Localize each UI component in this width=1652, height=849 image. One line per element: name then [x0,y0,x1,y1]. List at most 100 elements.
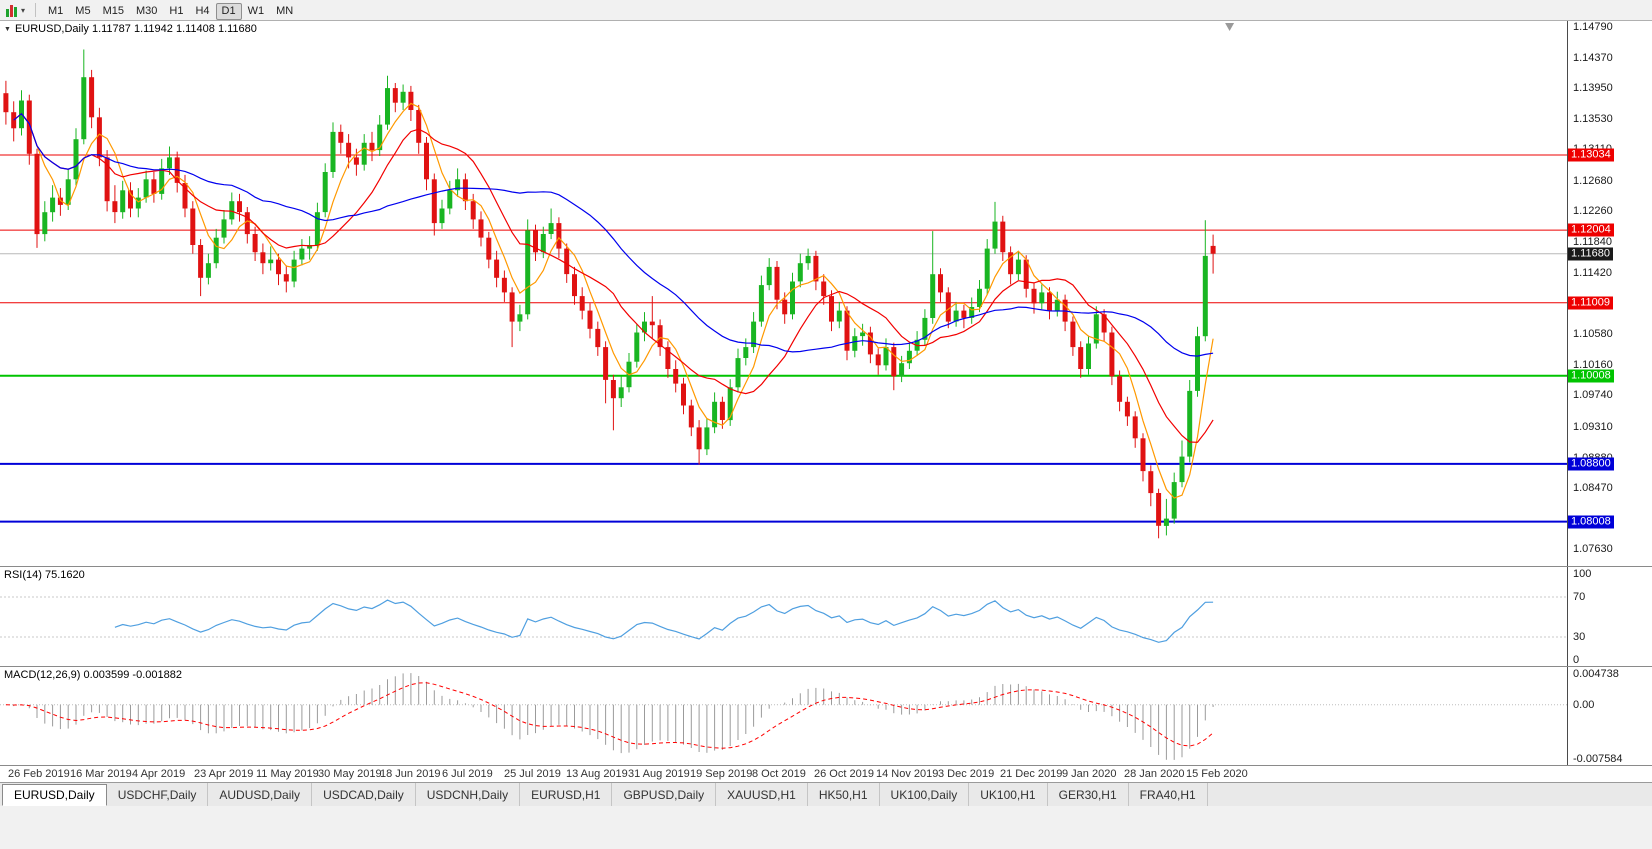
chart-menu-triangle-icon[interactable]: ▼ [4,25,11,33]
chart-tab-gbpusd-daily[interactable]: GBPUSD,Daily [612,783,717,806]
timeframe-button-m1[interactable]: M1 [48,4,64,17]
timeframe-button-m30[interactable]: M30 [135,4,158,17]
price-axis-tick: 1.13530 [1573,112,1613,125]
rsi-axis-tick: 30 [1573,631,1586,643]
chevron-down-icon[interactable]: ▾ [21,5,26,15]
rsi-label: RSI(14) 75.1620 [4,569,85,581]
chart-ohlc-label: ▼ EURUSD,Daily 1.11787 1.11942 1.11408 1… [4,23,257,35]
date-axis[interactable]: 26 Feb 2019 16 Mar 2019 4 Apr 2019 23 Apr 2… [0,765,1652,782]
date-axis-label: 15 Feb 2020 [1186,768,1248,780]
toolbar-separator [35,3,37,17]
chart-tab-fra40-h1[interactable]: FRA40,H1 [1129,783,1208,806]
timeframe-button-m15[interactable]: M15 [102,4,124,17]
rsi-axis-tick: 70 [1573,591,1586,603]
date-axis-label: 28 Jan 2020 [1124,768,1185,780]
price-axis-tick: 1.14370 [1573,51,1613,64]
line-price-label: 1.12004 [1568,223,1614,237]
date-axis-label: 26 Feb 2019 [8,768,70,780]
chart-tab-uk100-h1[interactable]: UK100,H1 [969,783,1048,806]
macd-label: MACD(12,26,9) 0.003599 -0.001882 [4,669,182,681]
chart-tab-audusd-daily[interactable]: AUDUSD,Daily [208,783,313,806]
chart-tab-eurusd-h1[interactable]: EURUSD,H1 [520,783,613,806]
date-axis-label: 23 Apr 2019 [194,768,254,780]
macd-histogram [13,673,1214,760]
price-axis-tick: 1.10160 [1573,358,1613,371]
date-axis-label: 13 Aug 2019 [566,768,628,780]
chart-tab-xauusd-h1[interactable]: XAUUSD,H1 [716,783,808,806]
price-axis-tick: 1.09310 [1573,420,1613,433]
price-axis-tick: 1.09740 [1573,389,1613,402]
date-axis-label: 21 Dec 2019 [1000,768,1063,780]
date-axis-label: 8 Oct 2019 [752,768,806,780]
candles [3,49,1216,539]
date-axis-label: 26 Oct 2019 [814,768,874,780]
macd-axis[interactable]: 0.004738 0.00 -0.007584 [1567,667,1652,765]
line-price-label: 1.08008 [1568,515,1614,529]
chart-tab-eurusd-daily[interactable]: EURUSD,Daily [2,784,107,806]
horizontal-lines [0,154,1567,523]
chart-tab-usdcad-daily[interactable]: USDCAD,Daily [312,783,416,806]
macd-label-text: MACD(12,26,9) 0.003599 -0.001882 [4,669,182,681]
moving-average-lines [13,102,1214,499]
date-axis-label: 9 Jan 2020 [1062,768,1117,780]
date-axis-label: 14 Nov 2019 [876,768,939,780]
date-axis-label: 18 Jun 2019 [380,768,441,780]
price-axis-tick: 1.12260 [1573,205,1613,218]
date-axis-label: 3 Dec 2019 [938,768,995,780]
rsi-line [114,599,1214,643]
chart-tab-hk50-h1[interactable]: HK50,H1 [808,783,880,806]
timeframe-button-d1[interactable]: D1 [215,2,242,20]
macd-chart[interactable] [0,667,1567,765]
date-axis-label: 31 Aug 2019 [628,768,690,780]
date-axis-label: 6 Jul 2019 [442,768,493,780]
price-chart[interactable] [0,21,1567,566]
main-chart-panel: ▼ EURUSD,Daily 1.11787 1.11942 1.11408 1… [0,21,1652,566]
current-price-label: 1.11680 [1568,247,1613,261]
timeframe-button-h1[interactable]: H1 [169,4,184,17]
price-axis-tick: 1.10580 [1573,328,1613,340]
chart-tab-uk100-daily[interactable]: UK100,Daily [880,783,970,806]
price-axis-tick: 1.11420 [1573,266,1612,279]
chart-tabbar: EURUSD,Daily USDCHF,Daily AUDUSD,Daily USDC… [0,782,1652,806]
price-axis-tick: 1.07630 [1573,543,1613,556]
rsi-chart[interactable] [0,567,1567,666]
timeframe-button-w1[interactable]: W1 [247,4,265,17]
line-price-label: 1.08800 [1568,457,1614,471]
macd-axis-tick: 0.004738 [1573,668,1619,680]
chart-tab-ger30-h1[interactable]: GER30,H1 [1048,783,1129,806]
macd-axis-tick: 0.00 [1573,698,1595,711]
date-axis-label: 19 Sep 2019 [690,768,753,780]
date-axis-label: 30 May 2019 [318,768,382,780]
timeframe-button-h4[interactable]: H4 [195,4,210,17]
chart-tab-usdcnh-daily[interactable]: USDCNH,Daily [416,783,521,806]
candlestick-chart-icon[interactable] [6,4,17,17]
chart-tab-usdchf-daily[interactable]: USDCHF,Daily [107,783,209,806]
price-axis-tick: 1.12680 [1573,174,1613,187]
price-axis-tick: 1.14790 [1573,21,1613,33]
timeframe-button-mn[interactable]: MN [276,4,294,17]
price-axis-tick: 1.11840 [1573,236,1612,249]
price-axis-tick: 1.13950 [1573,82,1613,95]
price-axis[interactable]: 1.147901.143701.139501.135301.131101.126… [1567,21,1652,566]
date-axis-label: 4 Apr 2019 [132,768,186,780]
status-strip [0,806,1652,849]
line-price-label: 1.13034 [1568,148,1614,162]
rsi-axis[interactable]: 100 70 30 0 [1567,567,1652,666]
macd-axis-tick: -0.007584 [1573,753,1623,765]
price-axis-tick: 1.08470 [1573,481,1613,494]
date-axis-label: 16 Mar 2019 [70,768,132,780]
top-toolbar: ▾ M1 M5 M15 M30 H1 H4 D1 W1 MN [0,0,1652,21]
rsi-panel: RSI(14) 75.1620 100 70 30 0 [0,566,1652,666]
ohlc-text: EURUSD,Daily 1.11787 1.11942 1.11408 1.1… [14,23,257,35]
date-axis-label: 11 May 2019 [256,768,319,780]
rsi-axis-tick: 0 [1573,654,1580,666]
timeframe-buttons: M1 M5 M15 M30 H1 H4 D1 W1 MN [42,1,299,20]
timeframe-button-m5[interactable]: M5 [75,4,91,17]
line-price-label: 1.10008 [1568,369,1614,383]
macd-signal-line [5,682,1214,749]
rsi-axis-tick: 100 [1573,568,1592,580]
date-axis-label: 25 Jul 2019 [504,768,561,780]
price-shift-marker-icon [1225,23,1235,31]
rsi-level-lines [0,596,1567,638]
